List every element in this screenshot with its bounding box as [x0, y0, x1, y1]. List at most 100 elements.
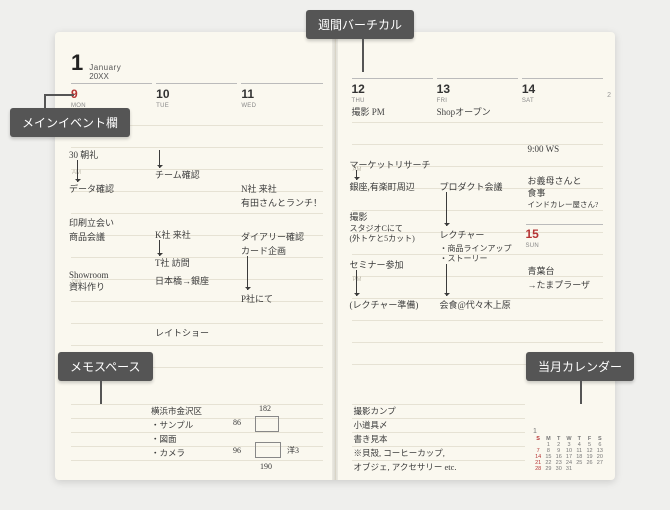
callout-lead — [100, 378, 102, 404]
memo-line: ※貝殻, コーヒーカップ, — [352, 446, 526, 460]
page-number: 2 — [607, 92, 611, 99]
memo-line: ・図面 — [71, 432, 323, 446]
month-header: 1 January 20XX — [71, 50, 323, 81]
right-memo-area: 撮影カンプ 小道具〆 書き見本 ※貝殻, コーヒーカップ, オブジェ, アクセサ… — [352, 404, 526, 474]
callout-memo: メモスペース — [58, 352, 153, 381]
memo-num: 182 — [259, 404, 271, 414]
memo-line: ・サンプル — [71, 418, 323, 432]
entry: データ確認 — [69, 184, 114, 195]
right-page: 2 12 THU 撮影 PM 13 FRI Shopオープン 14 SAT AM… — [336, 32, 616, 480]
day-14-num: 14 — [522, 82, 535, 96]
callout-lead — [44, 94, 74, 96]
memo-line: 書き見本 — [352, 432, 526, 446]
entry: セミナー参加 — [350, 260, 404, 271]
memo-num: 86 — [233, 418, 241, 428]
entry: インドカレー屋さん? — [528, 200, 599, 209]
day-14-mainevent — [522, 105, 603, 116]
entry: 商品会議 — [69, 232, 105, 243]
day-15-num: 15 — [526, 227, 539, 241]
entry: Showroom — [69, 270, 109, 281]
memo-line: オブジェ, アクセサリー etc. — [352, 460, 526, 474]
entry: 食事 — [528, 188, 546, 199]
right-day-headers: 12 THU 撮影 PM 13 FRI Shopオープン 14 SAT — [352, 78, 604, 118]
envelope-sketch-icon — [255, 416, 279, 432]
day-13-num: 13 — [437, 82, 450, 96]
day-13-dow: FRI — [437, 98, 518, 104]
entry: プロダクト会議 — [440, 182, 503, 193]
memo-num: 190 — [260, 462, 272, 472]
entry: 有田さんとランチ！ — [241, 198, 322, 209]
day-12-mainevent: 撮影 PM — [352, 105, 433, 118]
day-12-dow: THU — [352, 98, 433, 104]
arrow-icon — [446, 192, 447, 226]
day-15-dow: SUN — [526, 243, 604, 249]
envelope-sketch-icon — [255, 442, 281, 458]
entry: 資料作り — [69, 282, 105, 293]
entry: K社 来社 — [155, 230, 191, 241]
left-page: 1 January 20XX 9 MON 10 TUE 11 WED — [55, 32, 336, 480]
time-slot — [71, 301, 323, 323]
callout-lead — [44, 94, 46, 108]
time-slot — [352, 122, 604, 144]
arrow-icon — [247, 256, 248, 290]
entry: レイトショー — [155, 328, 209, 339]
mini-calendar: 1 SMTWTFS1234567891011121314151617181920… — [533, 428, 605, 472]
day-11-mainevent — [241, 110, 322, 121]
day-11-dow: WED — [241, 103, 322, 109]
callout-vertical: 週間バーチカル — [306, 10, 414, 39]
entry: 日本橋→銀座 — [155, 276, 209, 287]
day-10-dow: TUE — [156, 103, 237, 109]
entry: (外トケと5カット) — [350, 234, 415, 244]
entry: 30 朝礼 — [69, 150, 98, 161]
time-slot — [71, 147, 323, 169]
arrow-icon — [77, 160, 78, 182]
entry: 印刷立会い — [69, 218, 114, 229]
entry: 青葉台 — [528, 266, 555, 277]
entry: ・ストーリー — [440, 254, 488, 264]
memo-line: 撮影カンプ — [352, 404, 526, 418]
month-year: 20XX — [89, 72, 121, 81]
month-name: January — [89, 63, 121, 72]
left-memo-area: 横浜市金沢区 ・サンプル ・図面 ・カメラ — [71, 404, 323, 474]
entry: →たまプラーザ — [528, 280, 591, 291]
entry: レクチャー — [440, 230, 485, 241]
entry: お義母さんと — [528, 176, 582, 187]
entry: 会食@代々木上原 — [440, 300, 511, 311]
callout-lead — [580, 378, 582, 404]
day-12-num: 12 — [352, 82, 365, 96]
entry: 銀座,有楽町周辺 — [350, 182, 415, 193]
callout-lead — [362, 36, 364, 72]
entry: (レクチャー準備) — [350, 300, 419, 311]
entry: スタジオCにて — [350, 224, 403, 234]
memo-num: 洋3 — [287, 446, 299, 456]
arrow-icon — [159, 240, 160, 256]
entry: チーム確認 — [155, 170, 200, 181]
entry: P社にて — [241, 294, 273, 305]
entry: ・商品ラインアップ — [440, 244, 512, 254]
day-11-num: 11 — [241, 87, 254, 101]
arrow-icon — [356, 170, 357, 180]
day-10-num: 10 — [156, 87, 169, 101]
entry: 9:00 WS — [528, 144, 560, 155]
memo-line: ・カメラ — [71, 446, 323, 460]
entry: 撮影 — [350, 212, 368, 223]
arrow-icon — [446, 264, 447, 296]
memo-line — [71, 460, 323, 474]
arrow-icon — [356, 270, 357, 296]
day-14-dow: SAT — [522, 98, 603, 104]
entry: マーケットリサーチ — [350, 160, 431, 171]
memo-num: 96 — [233, 446, 241, 456]
callout-mainevent: メインイベント欄 — [10, 108, 130, 137]
entry: N社 来社 — [241, 184, 277, 195]
entry: ダイアリー確認 — [241, 232, 304, 243]
arrow-icon — [159, 150, 160, 168]
memo-line: 小道具〆 — [352, 418, 526, 432]
month-number: 1 — [71, 50, 83, 76]
day-10-mainevent — [156, 110, 237, 121]
callout-minical: 当月カレンダー — [526, 352, 634, 381]
day-13-mainevent: Shopオープン — [437, 105, 518, 118]
planner-spread: 1 January 20XX 9 MON 10 TUE 11 WED — [55, 32, 615, 480]
time-slot — [352, 320, 604, 342]
memo-line: 横浜市金沢区 — [71, 404, 323, 418]
entry: T社 訪問 — [155, 258, 190, 269]
